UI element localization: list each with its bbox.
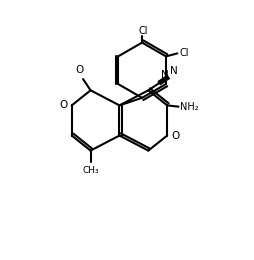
Text: Cl: Cl	[139, 26, 148, 36]
Text: O: O	[172, 131, 180, 140]
Text: CH₃: CH₃	[82, 166, 99, 175]
Text: N: N	[170, 66, 178, 76]
Text: O: O	[75, 65, 83, 75]
Text: NH₂: NH₂	[180, 102, 199, 112]
Text: N: N	[161, 70, 169, 80]
Text: O: O	[59, 100, 67, 110]
Text: Cl: Cl	[180, 48, 189, 58]
